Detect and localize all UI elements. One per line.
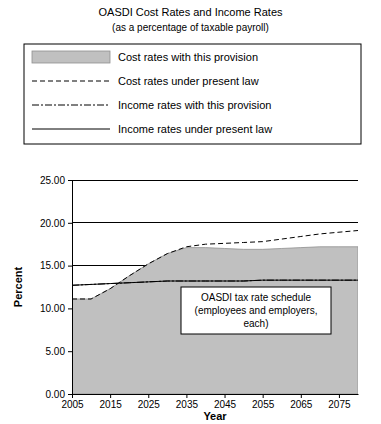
annotation-text: each) [243, 318, 268, 329]
grid [72, 180, 358, 394]
x-tick-label: 2045 [214, 399, 237, 410]
legend: Cost rates with this provision Cost rates… [24, 44, 361, 144]
y-tick-mark [68, 394, 72, 395]
x-tick-label: 2025 [138, 399, 161, 410]
y-tick: 25.00 [40, 175, 72, 186]
x-tick: 2005 [61, 394, 84, 410]
x-tick: 2015 [100, 394, 123, 410]
x-tick-label: 2055 [252, 399, 275, 410]
legend-swatch [32, 129, 110, 130]
annotation-text: (employees and employers, [195, 305, 318, 316]
x-tick: 2035 [176, 394, 199, 410]
y-tick-mark [68, 180, 72, 181]
x-axis-title: Year [203, 410, 227, 422]
y-axis-title: Percent [12, 266, 24, 307]
x-tick-label: 2005 [61, 399, 84, 410]
plot: 0.00 5.00 10.00 15.00 20.00 25.00 2005 2015 2025… [40, 175, 359, 410]
x-tick-mark [263, 394, 264, 398]
annotation-text: OASDI tax rate schedule [201, 292, 311, 303]
y-axis: 0.00 5.00 10.00 15.00 20.00 25.00 [40, 175, 73, 400]
legend-swatch [32, 105, 110, 106]
legend-swatch [32, 51, 110, 63]
x-tick-mark [148, 394, 149, 398]
x-tick-label: 2065 [290, 399, 313, 410]
y-tick-label: 25.00 [40, 175, 65, 186]
line [72, 280, 358, 285]
x-tick-mark [72, 394, 73, 398]
x-tick: 2045 [214, 394, 237, 410]
line [72, 280, 358, 285]
legend-box [24, 44, 361, 144]
y-tick-label: 0.00 [46, 389, 66, 400]
annotation-box [181, 287, 331, 334]
x-tick: 2025 [138, 394, 161, 410]
grid-line [72, 180, 358, 181]
x-tick: 2075 [328, 394, 351, 410]
y-tick-label: 15.00 [40, 260, 65, 271]
x-axis-line [73, 394, 359, 395]
legend-label: Cost rates under present law [118, 75, 259, 87]
chart: OASDI Cost Rates and Income Rates (as a p… [0, 0, 381, 424]
x-tick-mark [225, 394, 226, 398]
x-tick-mark [301, 394, 302, 398]
y-axis-line [72, 181, 73, 395]
y-tick-label: 20.00 [40, 218, 65, 229]
x-tick-label: 2035 [176, 399, 199, 410]
title: OASDI Cost Rates and Income Rates [98, 6, 283, 18]
grid-line [72, 222, 358, 223]
legend-label: Cost rates with this provision [118, 51, 258, 63]
area [72, 247, 358, 394]
background [0, 0, 381, 424]
y-tick: 0.00 [46, 389, 72, 400]
marks [72, 231, 358, 394]
y-tick: 20.00 [40, 218, 72, 229]
y-tick-label: 5.00 [46, 346, 66, 357]
x-tick-mark [186, 394, 187, 398]
y-tick: 15.00 [40, 260, 72, 271]
y-tick-label: 10.00 [40, 303, 65, 314]
y-tick-mark [68, 223, 72, 224]
x-axis: 2005 2015 2025 2035 2045 2055 2065 2075 [61, 394, 358, 410]
y-tick-mark [68, 308, 72, 309]
y-tick-mark [68, 266, 72, 267]
legend-label: Income rates with this provision [118, 99, 271, 111]
y-tick: 5.00 [46, 346, 72, 357]
x-tick-mark [110, 394, 111, 398]
x-tick: 2065 [290, 394, 313, 410]
x-tick-mark [339, 394, 340, 398]
y-tick-mark [68, 351, 72, 352]
subtitle: (as a percentage of taxable payroll) [112, 22, 269, 33]
x-tick: 2055 [252, 394, 275, 410]
legend-swatch [32, 81, 110, 82]
y-tick: 10.00 [40, 303, 72, 314]
x-tick-label: 2015 [100, 399, 123, 410]
annotation: OASDI tax rate schedule (employees and em… [181, 287, 331, 334]
x-tick-label: 2075 [328, 399, 351, 410]
legend-label: Income rates under present law [118, 123, 272, 135]
